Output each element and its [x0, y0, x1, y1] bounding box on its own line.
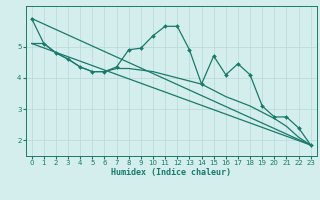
X-axis label: Humidex (Indice chaleur): Humidex (Indice chaleur) — [111, 168, 231, 177]
